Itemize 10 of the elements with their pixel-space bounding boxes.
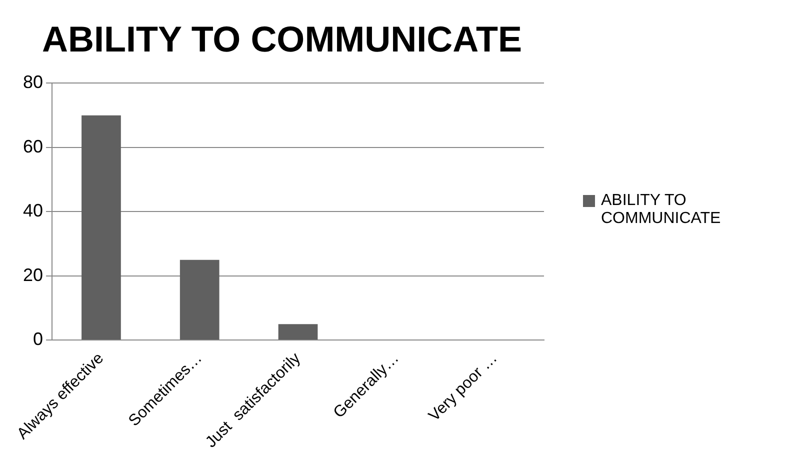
y-tick-label: 40 (22, 200, 44, 221)
legend-label: ABILITY TO COMMUNICATE (601, 192, 722, 228)
bar (278, 324, 318, 340)
y-tick-label: 60 (22, 136, 44, 156)
chart-title: ABILITY TO COMMUNICATE (42, 18, 522, 60)
y-tick-label: 20 (22, 264, 44, 285)
bar (180, 260, 220, 340)
bar (82, 115, 121, 340)
y-tick-label: 0 (33, 329, 44, 350)
y-tick-label: 80 (22, 72, 44, 92)
